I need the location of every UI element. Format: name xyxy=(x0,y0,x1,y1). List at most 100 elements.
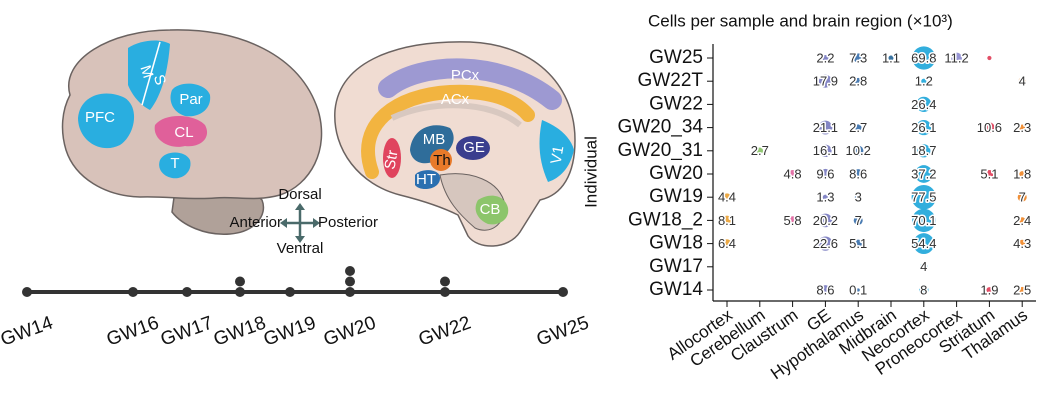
y-tick-label: GW17 xyxy=(649,256,703,277)
bubble xyxy=(986,287,993,293)
bubble xyxy=(914,165,933,183)
lateral-brain: PFC M S Par CL T xyxy=(61,29,323,235)
region-ht xyxy=(415,170,440,190)
value-label: 69.8 xyxy=(911,50,936,65)
bubble xyxy=(985,169,994,179)
bubble xyxy=(818,74,832,88)
value-label: 4.3 xyxy=(1013,236,1031,251)
bubble xyxy=(854,124,862,131)
y-tick-label: GW14 xyxy=(649,279,703,300)
compass xyxy=(280,203,320,243)
bubble xyxy=(1019,286,1026,294)
bubble xyxy=(788,170,797,178)
value-label: 4 xyxy=(1019,74,1026,89)
corpus xyxy=(390,102,522,128)
y-tick-label: GW18_2 xyxy=(628,209,703,230)
timeline-label: GW20 xyxy=(321,312,379,350)
region-label: PCx xyxy=(451,67,480,84)
value-label: 2.5 xyxy=(1013,282,1031,297)
value-label: 4.8 xyxy=(784,166,802,181)
timeline-label: GW22 xyxy=(416,312,474,350)
value-label: 2.4 xyxy=(1013,213,1031,228)
value-label: 2.3 xyxy=(1013,120,1031,135)
value-label: 21.1 xyxy=(813,120,838,135)
region-label: V1 xyxy=(548,144,568,165)
value-label: 1.2 xyxy=(915,74,933,89)
value-label: 37.2 xyxy=(911,166,936,181)
region-ge xyxy=(456,136,490,160)
chart-title: Cells per sample and brain region (×10³) xyxy=(648,11,953,30)
bubble xyxy=(722,215,732,226)
timeline-label: GW19 xyxy=(261,312,319,350)
bubble xyxy=(818,120,833,135)
region-label: GE xyxy=(463,139,485,156)
region-th xyxy=(430,149,452,171)
value-label: 7 xyxy=(855,213,862,228)
bubble xyxy=(722,239,732,248)
bubble xyxy=(913,233,935,255)
value-label: 18.7 xyxy=(911,143,936,158)
value-label: 8.6 xyxy=(849,166,867,181)
value-label: 26.4 xyxy=(911,97,936,112)
bubble xyxy=(723,193,731,202)
timeline-label: GW18 xyxy=(211,312,269,350)
value-label: 8 xyxy=(920,282,927,297)
value-label: 2.8 xyxy=(849,74,867,89)
bubble xyxy=(853,53,863,63)
region-label: Th xyxy=(433,152,451,169)
region-label: HT xyxy=(416,171,436,188)
value-label: 7 xyxy=(1019,190,1026,205)
sample-dot xyxy=(345,287,355,297)
region-cb xyxy=(475,195,509,225)
sample-dot xyxy=(128,287,138,297)
sample-dot xyxy=(285,287,295,297)
value-label: 11.2 xyxy=(944,50,968,65)
y-tick-label: GW18 xyxy=(649,233,703,254)
bubble xyxy=(853,169,864,179)
region-label: ACx xyxy=(441,91,470,108)
medial-brain: PCx ACx MB GE Str Th HT V1 CB xyxy=(334,41,576,247)
region-label: Par xyxy=(179,91,202,108)
compass-label: Dorsal xyxy=(278,186,321,203)
y-tick-label: GW20_34 xyxy=(617,117,703,138)
bubble xyxy=(917,144,931,158)
value-label: 2.7 xyxy=(751,143,769,158)
bubble xyxy=(756,147,764,155)
timeline-label: GW16 xyxy=(104,312,162,350)
sample-dot xyxy=(440,287,450,297)
sample-dot xyxy=(345,266,355,276)
compass-label: Posterior xyxy=(318,214,378,231)
value-label: 26.1 xyxy=(911,120,936,135)
y-tick-label: GW20 xyxy=(649,163,703,184)
bubble xyxy=(912,208,936,233)
region-acx xyxy=(361,84,535,179)
bubble xyxy=(819,144,832,158)
bubble xyxy=(818,236,833,251)
bubble xyxy=(820,285,831,295)
value-label: 22.6 xyxy=(813,236,838,251)
bubble xyxy=(854,239,863,248)
value-label: 10.6 xyxy=(977,120,1002,135)
bubble xyxy=(1018,77,1026,85)
bubble xyxy=(916,120,932,136)
timeline-label: GW17 xyxy=(158,312,216,350)
bubble xyxy=(853,215,863,225)
bubble xyxy=(1017,192,1027,202)
region-label: M xyxy=(136,63,156,80)
value-label: 2.7 xyxy=(849,120,867,135)
value-label: 6.4 xyxy=(718,236,736,251)
bubble xyxy=(987,55,992,61)
region-t xyxy=(159,152,191,179)
sample-dot xyxy=(440,276,450,287)
value-label: 17.9 xyxy=(813,74,838,89)
bubble xyxy=(984,122,995,133)
value-label: 1.1 xyxy=(882,50,900,65)
value-label: 70.1 xyxy=(911,213,936,228)
value-label: 7.3 xyxy=(849,50,867,65)
value-label: 4 xyxy=(920,259,927,274)
y-tick-label: GW22T xyxy=(638,70,704,91)
bubble xyxy=(853,145,864,156)
sample-dot xyxy=(235,276,245,287)
region-cl xyxy=(154,115,208,147)
